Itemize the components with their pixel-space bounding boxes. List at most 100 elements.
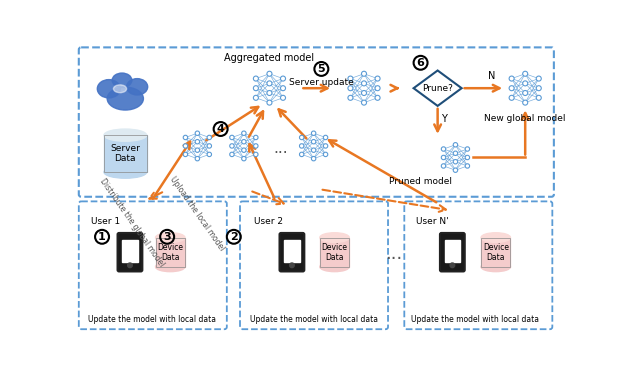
Circle shape [441,164,446,168]
Text: 2: 2 [230,232,238,242]
Ellipse shape [481,233,510,243]
Text: Server update: Server update [289,78,353,87]
Bar [320,238,349,267]
Text: Aggregated model: Aggregated model [224,53,315,63]
Text: User N': User N' [416,217,449,226]
Text: Y: Y [441,114,447,124]
Text: ...: ... [385,245,402,263]
Circle shape [441,147,446,151]
Circle shape [323,152,328,157]
Ellipse shape [481,262,510,272]
Circle shape [311,139,316,144]
Bar [104,135,146,172]
Circle shape [323,135,328,140]
Circle shape [183,135,188,140]
Circle shape [253,152,258,157]
Circle shape [362,91,366,96]
Circle shape [509,96,514,100]
Circle shape [207,144,211,148]
Bar [481,238,510,267]
Text: Device
Data: Device Data [483,243,509,262]
Circle shape [267,100,272,105]
Circle shape [536,86,541,91]
Circle shape [267,91,272,96]
Circle shape [311,148,316,152]
Ellipse shape [127,79,148,95]
Circle shape [375,76,380,81]
Circle shape [267,81,272,86]
Ellipse shape [107,87,143,110]
Circle shape [195,148,200,152]
Text: Update the model with local data: Update the model with local data [250,315,378,324]
Circle shape [362,100,366,105]
Circle shape [536,76,541,81]
Text: User 1: User 1 [91,217,121,226]
Circle shape [253,76,258,81]
Circle shape [311,131,316,136]
Circle shape [253,96,258,100]
Circle shape [195,157,200,161]
Bar [320,238,349,267]
Circle shape [523,81,528,86]
Circle shape [281,96,286,100]
Circle shape [242,157,246,161]
Text: Update the model with local data: Update the model with local data [411,315,539,324]
Circle shape [300,144,304,148]
Circle shape [453,160,458,164]
Circle shape [465,147,470,151]
Circle shape [183,144,188,148]
Ellipse shape [114,85,127,93]
Circle shape [509,86,514,91]
Circle shape [536,96,541,100]
Bar [122,240,138,262]
Text: Pruned model: Pruned model [389,177,452,186]
Bar [444,240,460,262]
Text: 3: 3 [163,232,171,242]
FancyBboxPatch shape [117,233,142,272]
Circle shape [128,263,132,268]
Circle shape [453,151,458,155]
Circle shape [267,71,272,76]
Circle shape [207,152,211,157]
Circle shape [450,263,455,268]
Circle shape [375,96,380,100]
Circle shape [195,139,200,144]
Circle shape [207,135,211,140]
Circle shape [230,152,234,157]
Text: ...: ... [274,141,289,156]
Text: User 2: User 2 [254,217,283,226]
Bar [156,238,185,267]
Circle shape [281,86,286,91]
FancyBboxPatch shape [440,233,465,272]
Circle shape [375,86,380,91]
Text: Server
Data: Server Data [111,144,140,163]
Circle shape [509,76,514,81]
Circle shape [441,155,446,160]
Circle shape [465,155,470,160]
Circle shape [453,142,458,147]
Text: N: N [488,71,496,81]
Circle shape [348,86,353,91]
Circle shape [523,71,528,76]
Ellipse shape [156,262,185,272]
Text: 6: 6 [417,58,425,68]
Ellipse shape [320,233,349,243]
Text: 5: 5 [318,64,325,74]
Ellipse shape [156,233,185,243]
Circle shape [253,135,258,140]
Ellipse shape [97,79,121,98]
Bar [156,238,185,267]
Bar [481,238,510,267]
Ellipse shape [320,262,349,272]
Ellipse shape [112,73,132,87]
Circle shape [348,76,353,81]
Circle shape [453,168,458,172]
Circle shape [362,71,366,76]
Circle shape [348,96,353,100]
Circle shape [465,164,470,168]
Text: Upload the local model: Upload the local model [168,175,226,253]
Text: New global model: New global model [485,113,566,123]
Bar [284,240,300,262]
Circle shape [323,144,328,148]
Circle shape [230,144,234,148]
